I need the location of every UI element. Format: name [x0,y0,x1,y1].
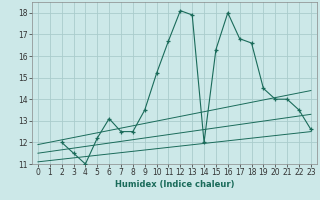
X-axis label: Humidex (Indice chaleur): Humidex (Indice chaleur) [115,180,234,189]
